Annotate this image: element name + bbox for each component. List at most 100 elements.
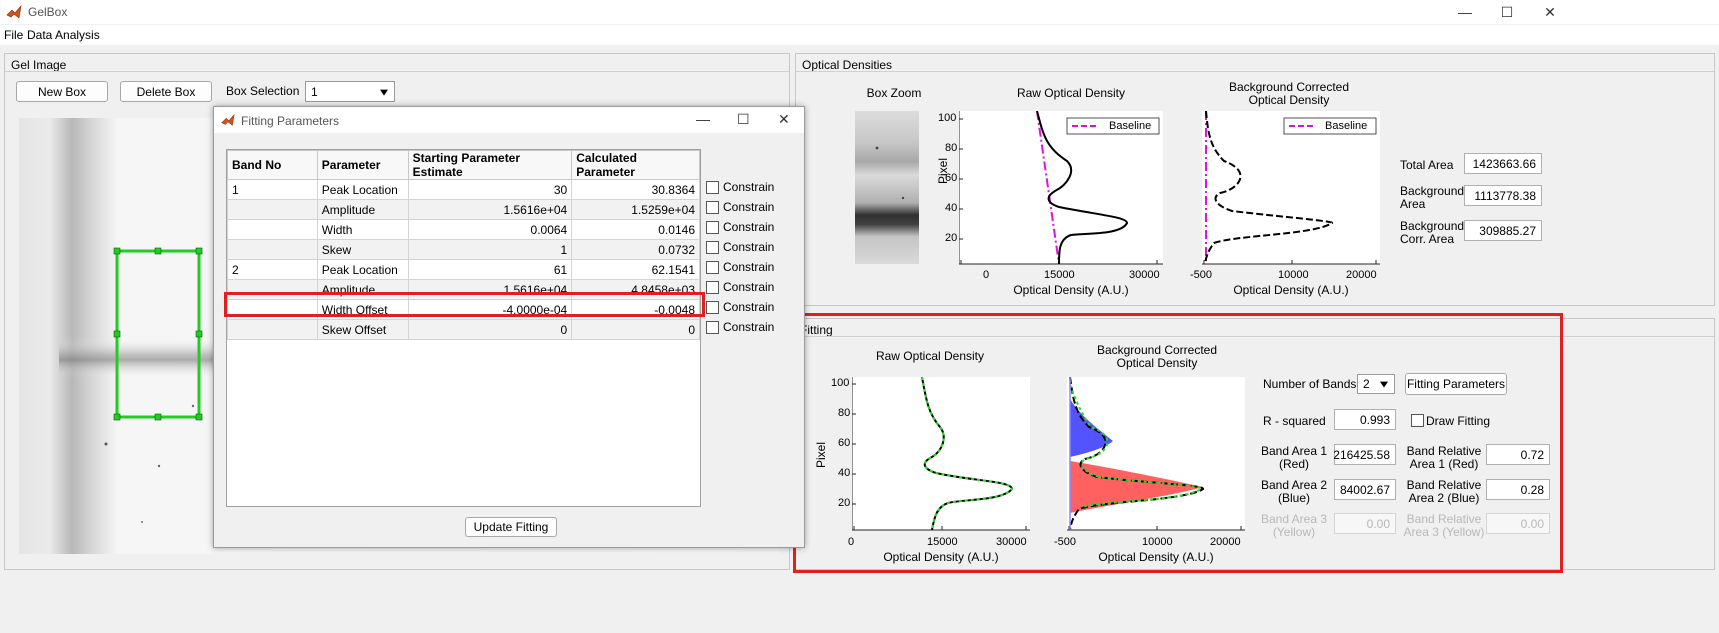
box-selection-label: Box Selection	[226, 84, 300, 98]
table-row[interactable]: 2 Peak Location 61 62.1541	[227, 259, 700, 280]
dialog-close-icon[interactable]: ✕	[778, 111, 790, 127]
fit-raw-ytick: 80	[838, 407, 851, 419]
rel3-label: Area 3 (Yellow)	[1403, 525, 1485, 539]
constrain-label: Constrain	[723, 240, 775, 254]
od-raw-xtick: 30000	[1129, 269, 1160, 281]
od-raw-ytick: 20	[945, 232, 958, 244]
od-bg-xtick: -500	[1190, 269, 1213, 281]
menu-file[interactable]: File	[4, 28, 24, 42]
start-estimate-cell[interactable]: 30	[407, 179, 573, 200]
total-area-field[interactable]: 1423663.66	[1464, 153, 1542, 174]
constrain-checkbox[interactable]	[706, 240, 719, 254]
fit-raw-xtick: 0	[848, 536, 855, 548]
corr-area-field[interactable]: 309885.27	[1464, 220, 1542, 241]
maximize-button[interactable]: ☐	[1484, 0, 1530, 24]
r-squared-field[interactable]: 0.993	[1334, 409, 1396, 430]
start-estimate-cell[interactable]: 61	[407, 259, 573, 280]
constrain-label: Constrain	[723, 200, 775, 214]
fit-bg-title-2: Optical Density	[1116, 356, 1198, 370]
parameters-table: Band No Parameter Starting Parameter Est…	[227, 150, 700, 340]
num-bands-dropdown[interactable]: 2	[1357, 374, 1395, 394]
od-raw-ytick: 80	[945, 142, 958, 154]
band-no-cell: 1	[227, 179, 318, 200]
delete-box-button[interactable]: Delete Box	[120, 81, 212, 102]
constrain-checkbox[interactable]	[706, 320, 719, 334]
fit-raw-xlabel: Optical Density (A.U.)	[883, 550, 999, 564]
col-calculated[interactable]: Calculated Parameter	[571, 150, 700, 180]
od-raw-chart	[959, 111, 1163, 265]
bg-area-field[interactable]: 1113778.38	[1464, 185, 1542, 206]
start-estimate-cell[interactable]: 1.5616e+04	[407, 199, 573, 220]
matlab-icon	[221, 113, 235, 126]
fit-raw-xtick: 15000	[927, 536, 958, 548]
band1-area-label: (Red)	[1278, 457, 1309, 471]
od-raw-legend: Baseline	[1109, 120, 1152, 132]
table-row[interactable]: Skew 1 0.0732	[227, 239, 700, 260]
box-selection-dropdown[interactable]: 1	[305, 81, 395, 102]
dialog-minimize-icon[interactable]: —	[696, 111, 710, 127]
corr-area-label: Background	[1400, 219, 1465, 233]
band2-area-field[interactable]: 84002.67	[1334, 479, 1396, 500]
table-row[interactable]: Width 0.0064 0.0146	[227, 219, 700, 240]
od-panel-title: Optical Densities	[802, 58, 893, 72]
fit-bg-xtick: 20000	[1210, 536, 1241, 548]
band2-area-label: Band Area 2	[1260, 478, 1328, 492]
fitting-parameters-button[interactable]: Fitting Parameters	[1405, 373, 1507, 395]
dialog-maximize-icon[interactable]: ☐	[737, 111, 750, 127]
start-estimate-cell[interactable]: 0	[407, 319, 573, 340]
table-row[interactable]: Skew Offset 0 0	[227, 319, 700, 340]
constrain-row: Constrain	[706, 277, 786, 297]
title-bar: GelBox — ☐ ✕	[0, 0, 1719, 24]
col-parameter[interactable]: Parameter	[316, 150, 409, 180]
table-row[interactable]: Amplitude 1.5616e+04 1.5259e+04	[227, 199, 700, 220]
close-button[interactable]: ✕	[1527, 0, 1573, 24]
box-zoom-title: Box Zoom	[866, 86, 922, 100]
parameter-cell: Peak Location	[316, 259, 409, 280]
parameters-table-container: Band No Parameter Starting Parameter Est…	[226, 149, 701, 507]
fitting-panel-highlight	[793, 313, 1563, 573]
bg-area-label: Area	[1400, 197, 1426, 211]
constrain-checkbox[interactable]	[706, 180, 719, 194]
update-fitting-button[interactable]: Update Fitting	[465, 517, 557, 537]
draw-fitting-checkbox[interactable]	[1411, 414, 1424, 427]
width-offset-highlight	[224, 292, 705, 317]
constrain-row: Constrain	[706, 237, 786, 257]
col-start-estimate[interactable]: Starting Parameter Estimate	[407, 150, 573, 180]
dialog-title-bar: Fitting Parameters — ☐ ✕	[214, 107, 804, 133]
start-estimate-cell[interactable]: 0.0064	[407, 219, 573, 240]
table-row[interactable]: 1 Peak Location 30 30.8364	[227, 179, 700, 200]
gel-panel-title: Gel Image	[11, 58, 67, 72]
fit-raw-xtick: 30000	[996, 536, 1027, 548]
start-estimate-cell[interactable]: 1	[407, 239, 573, 260]
od-raw-xtick: 0	[983, 269, 990, 281]
rel2-field[interactable]: 0.28	[1486, 479, 1550, 500]
calculated-cell: 0.0146	[571, 219, 700, 240]
constrain-row: Constrain	[706, 177, 786, 197]
draw-fitting-label: Draw Fitting	[1426, 414, 1491, 428]
constrain-row: Constrain	[706, 257, 786, 277]
constrain-checkbox[interactable]	[706, 220, 719, 234]
constrain-checkbox[interactable]	[706, 300, 719, 314]
od-raw-title: Raw Optical Density	[1016, 86, 1126, 100]
corr-area-label: Corr. Area	[1400, 232, 1455, 246]
fitting-parameters-dialog: Fitting Parameters — ☐ ✕ Band No Paramet…	[213, 106, 805, 548]
col-band-no[interactable]: Band No	[227, 150, 318, 180]
band1-area-field[interactable]: 216425.58	[1333, 444, 1396, 465]
constrain-checkbox[interactable]	[706, 200, 719, 214]
constrain-checkbox[interactable]	[706, 280, 719, 294]
rel1-field[interactable]: 0.72	[1486, 444, 1550, 465]
maximize-icon: ☐	[1500, 3, 1514, 20]
box-zoom-image	[855, 111, 919, 264]
constrain-checkbox[interactable]	[706, 260, 719, 274]
menu-data-analysis[interactable]: Data Analysis	[27, 28, 100, 42]
od-raw-ytick: 40	[945, 202, 958, 214]
od-bg-title-1: Background Corrected	[1228, 80, 1350, 94]
parameter-cell: Skew	[316, 239, 409, 260]
band-no-cell	[227, 199, 318, 220]
band-no-cell	[227, 219, 318, 240]
fit-raw-chart	[852, 377, 1030, 531]
constrain-row: Constrain	[706, 197, 786, 217]
new-box-button[interactable]: New Box	[16, 81, 108, 102]
minimize-button[interactable]: —	[1442, 0, 1488, 24]
od-bg-xtick: 10000	[1278, 269, 1309, 281]
